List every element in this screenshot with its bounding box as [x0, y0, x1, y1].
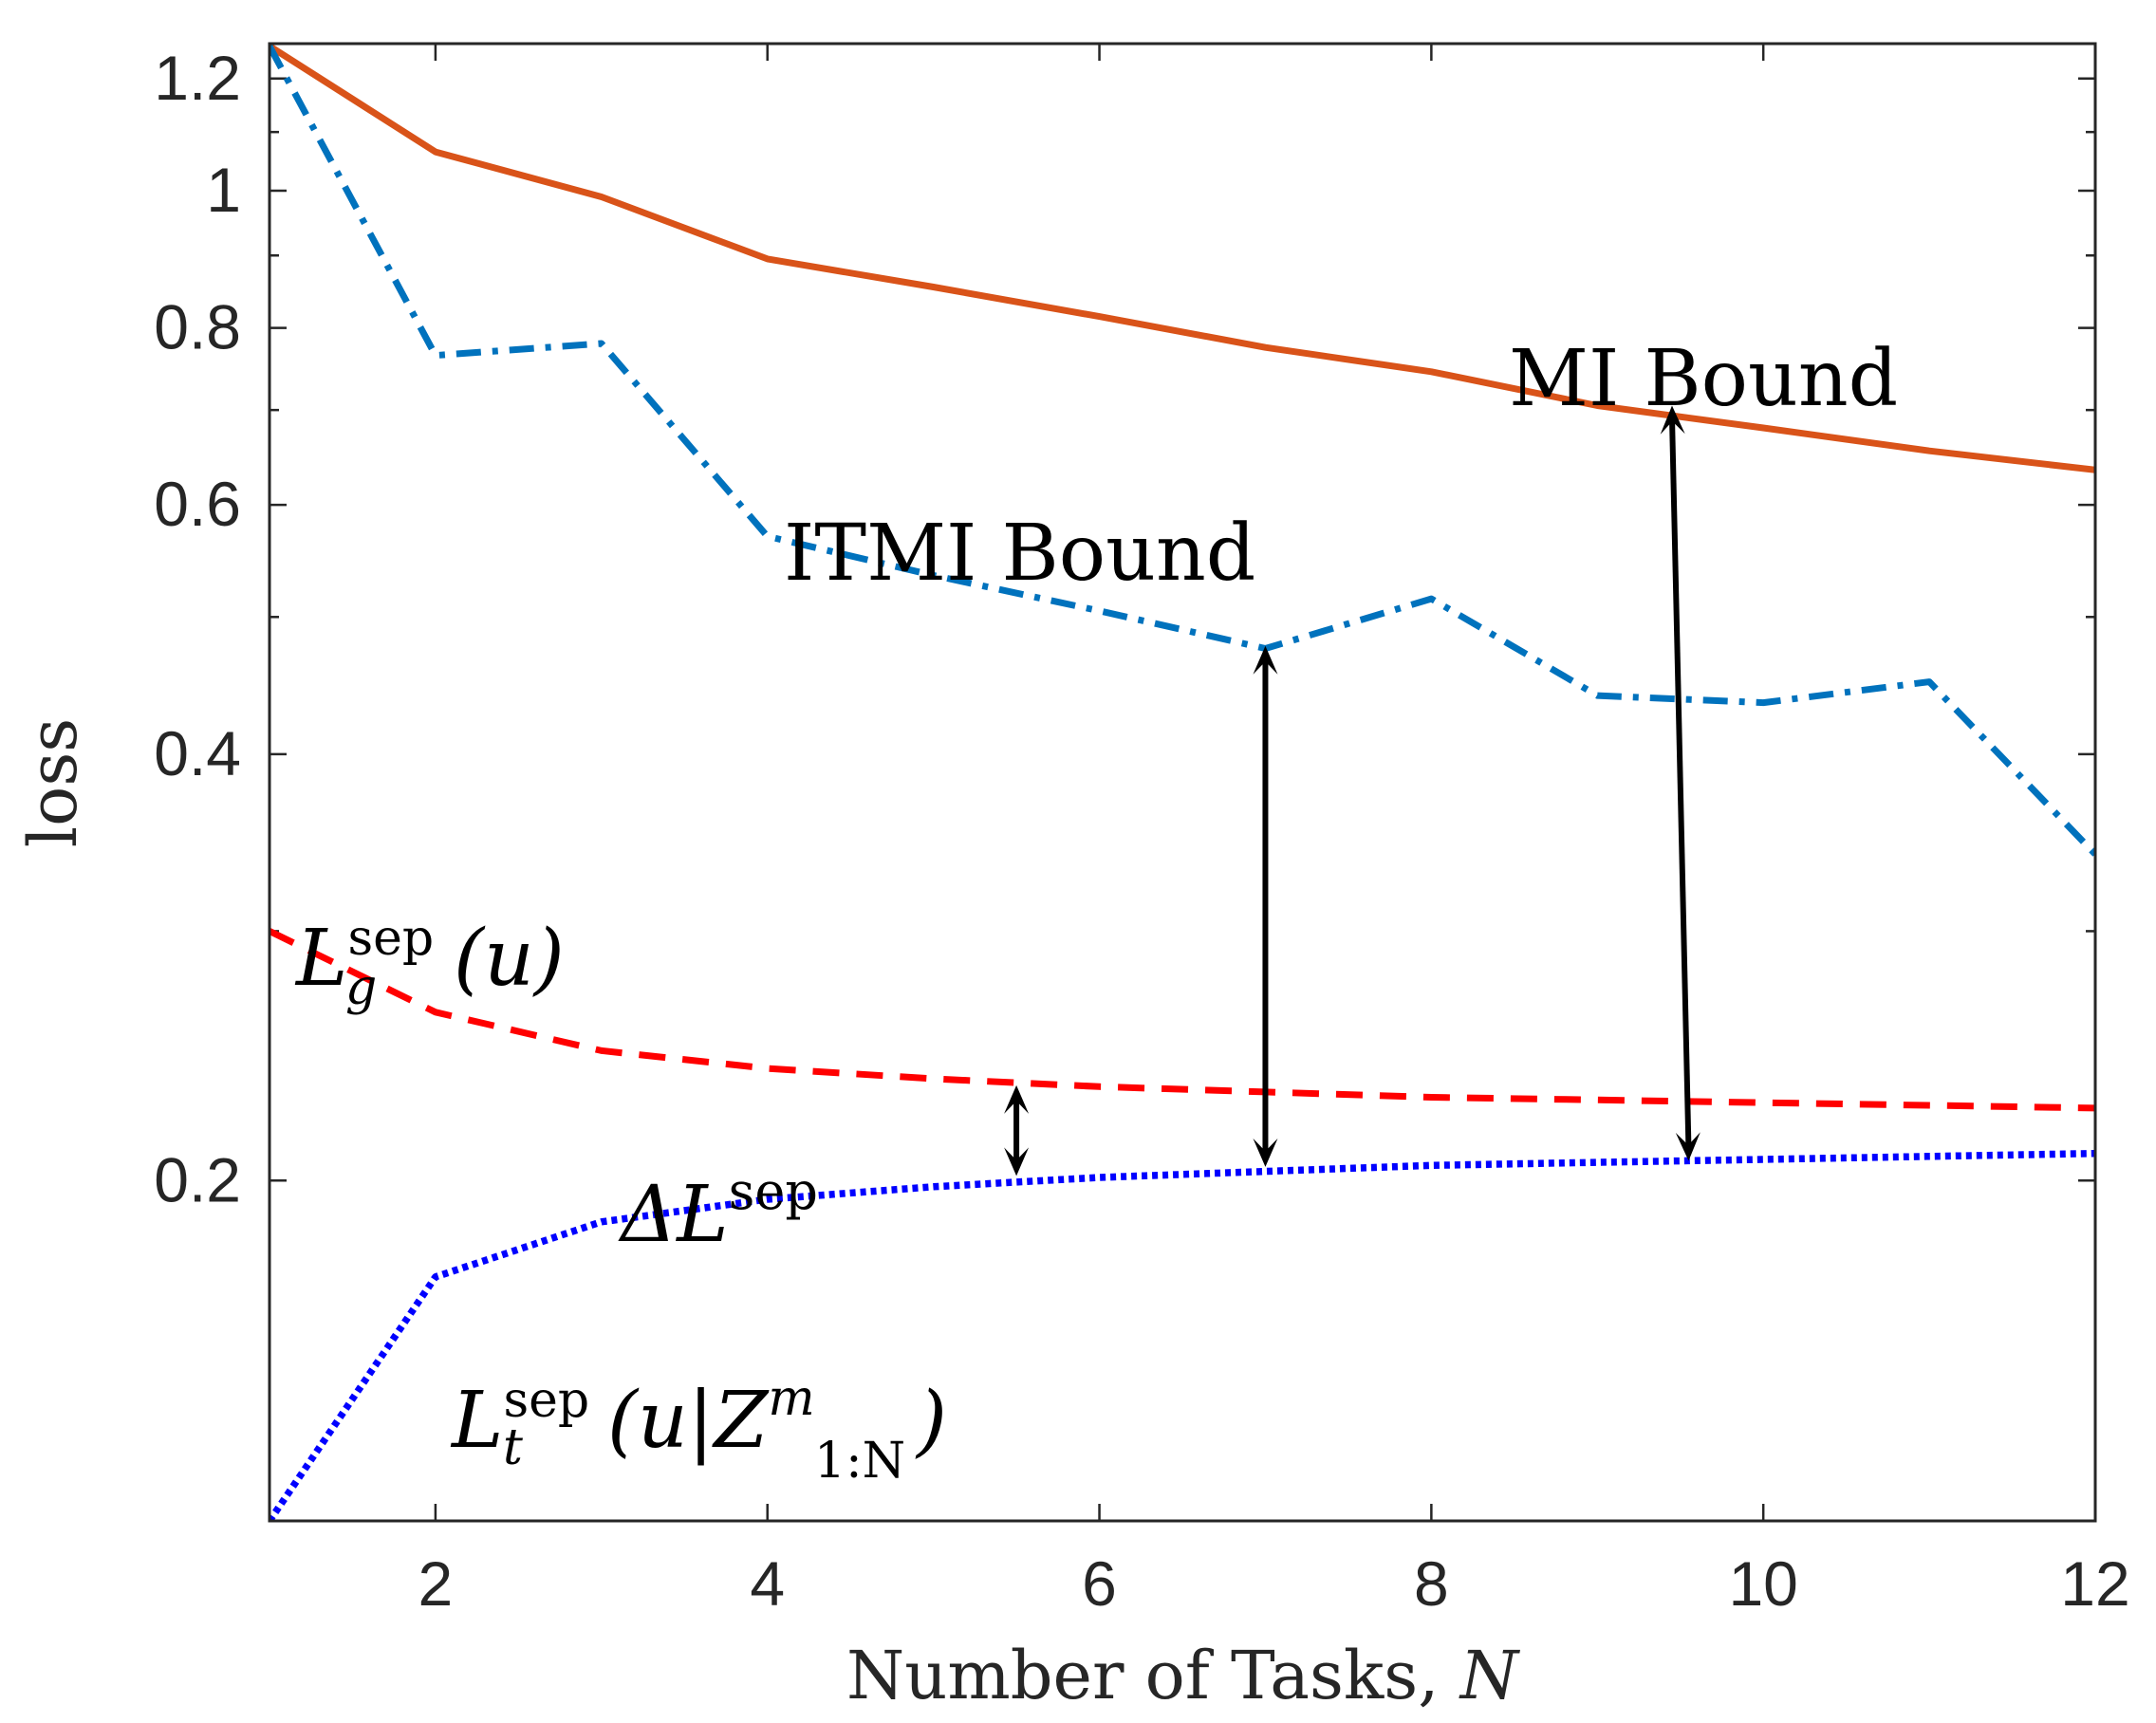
gap-arrow-shaft	[1668, 417, 1692, 1150]
y-tick-label: 1.2	[154, 43, 241, 113]
delta-loss-main: ΔL	[618, 1170, 729, 1260]
delta-loss-sup: sep	[729, 1161, 818, 1221]
lt-arg-close: )	[915, 1376, 947, 1466]
x-axis-title-text: Number of Tasks,	[846, 1637, 1460, 1714]
y-tick-labels: 0.2 0.4 0.6 0.8 1 1.2	[154, 43, 241, 1215]
series-line-lg-sep	[270, 928, 2095, 1112]
lg-sup: sep	[347, 910, 434, 967]
delta-loss-label: ΔLsep	[618, 1161, 818, 1260]
x-tick-label: 12	[2060, 1548, 2129, 1619]
x-tick-label: 2	[418, 1548, 454, 1619]
lt-sub: t	[503, 1419, 523, 1476]
y-tick-label: 0.8	[154, 292, 241, 362]
series-line-itmi-bound	[270, 44, 2095, 857]
lt-arg-open: (u|Z	[607, 1376, 770, 1466]
y-tick-label: 0.4	[154, 718, 241, 788]
gap-arrow-head-top	[1004, 1084, 1030, 1114]
lt-main: L	[450, 1376, 503, 1466]
gap-arrow-head-bottom	[1253, 1138, 1278, 1167]
itmi-bound-label: ITMI Bound	[784, 509, 1255, 599]
lg-main: L	[294, 914, 347, 1004]
x-tick-label: 8	[1414, 1548, 1449, 1619]
plot-area-frame	[268, 42, 2097, 1523]
lt-z-sup: m	[768, 1370, 814, 1427]
y-axis-title: loss	[14, 718, 92, 847]
lg-sub: g	[345, 959, 377, 1016]
gap-arrow-head-bottom	[1004, 1147, 1030, 1176]
lg-arg: (u)	[454, 914, 565, 1004]
lt-z-sub: 1:N	[814, 1433, 905, 1490]
lt-sup: sep	[503, 1372, 589, 1429]
gap-arrow-head-bottom	[1675, 1132, 1701, 1161]
y-tick-label: 1	[206, 155, 241, 225]
lt-sep-label: Lsep t (u|Zm1:N)	[450, 1370, 947, 1490]
series-line-lt-sep	[270, 1149, 2095, 1521]
x-tick-label: 6	[1082, 1548, 1117, 1619]
mi-bound-label: MI Bound	[1509, 334, 1898, 424]
y-tick-label: 0.6	[154, 469, 241, 539]
series-line-mi-bound	[270, 44, 2095, 473]
lg-sep-label: Lsep g (u)	[294, 910, 565, 1016]
gap-arrow-head-top	[1253, 645, 1278, 675]
x-axis-title-variable: N	[1459, 1637, 1521, 1714]
y-tick-label: 0.2	[154, 1144, 241, 1214]
x-tick-label: 10	[1728, 1548, 1797, 1619]
x-axis-title: Number of Tasks, N	[846, 1637, 1521, 1714]
data-series	[270, 44, 2095, 1521]
x-tick-labels: 2 4 6 8 10 12	[418, 1548, 2130, 1619]
gap-arrows	[1004, 405, 1701, 1176]
gap-arrow-head-top	[1660, 405, 1685, 435]
x-tick-label: 4	[750, 1548, 785, 1619]
